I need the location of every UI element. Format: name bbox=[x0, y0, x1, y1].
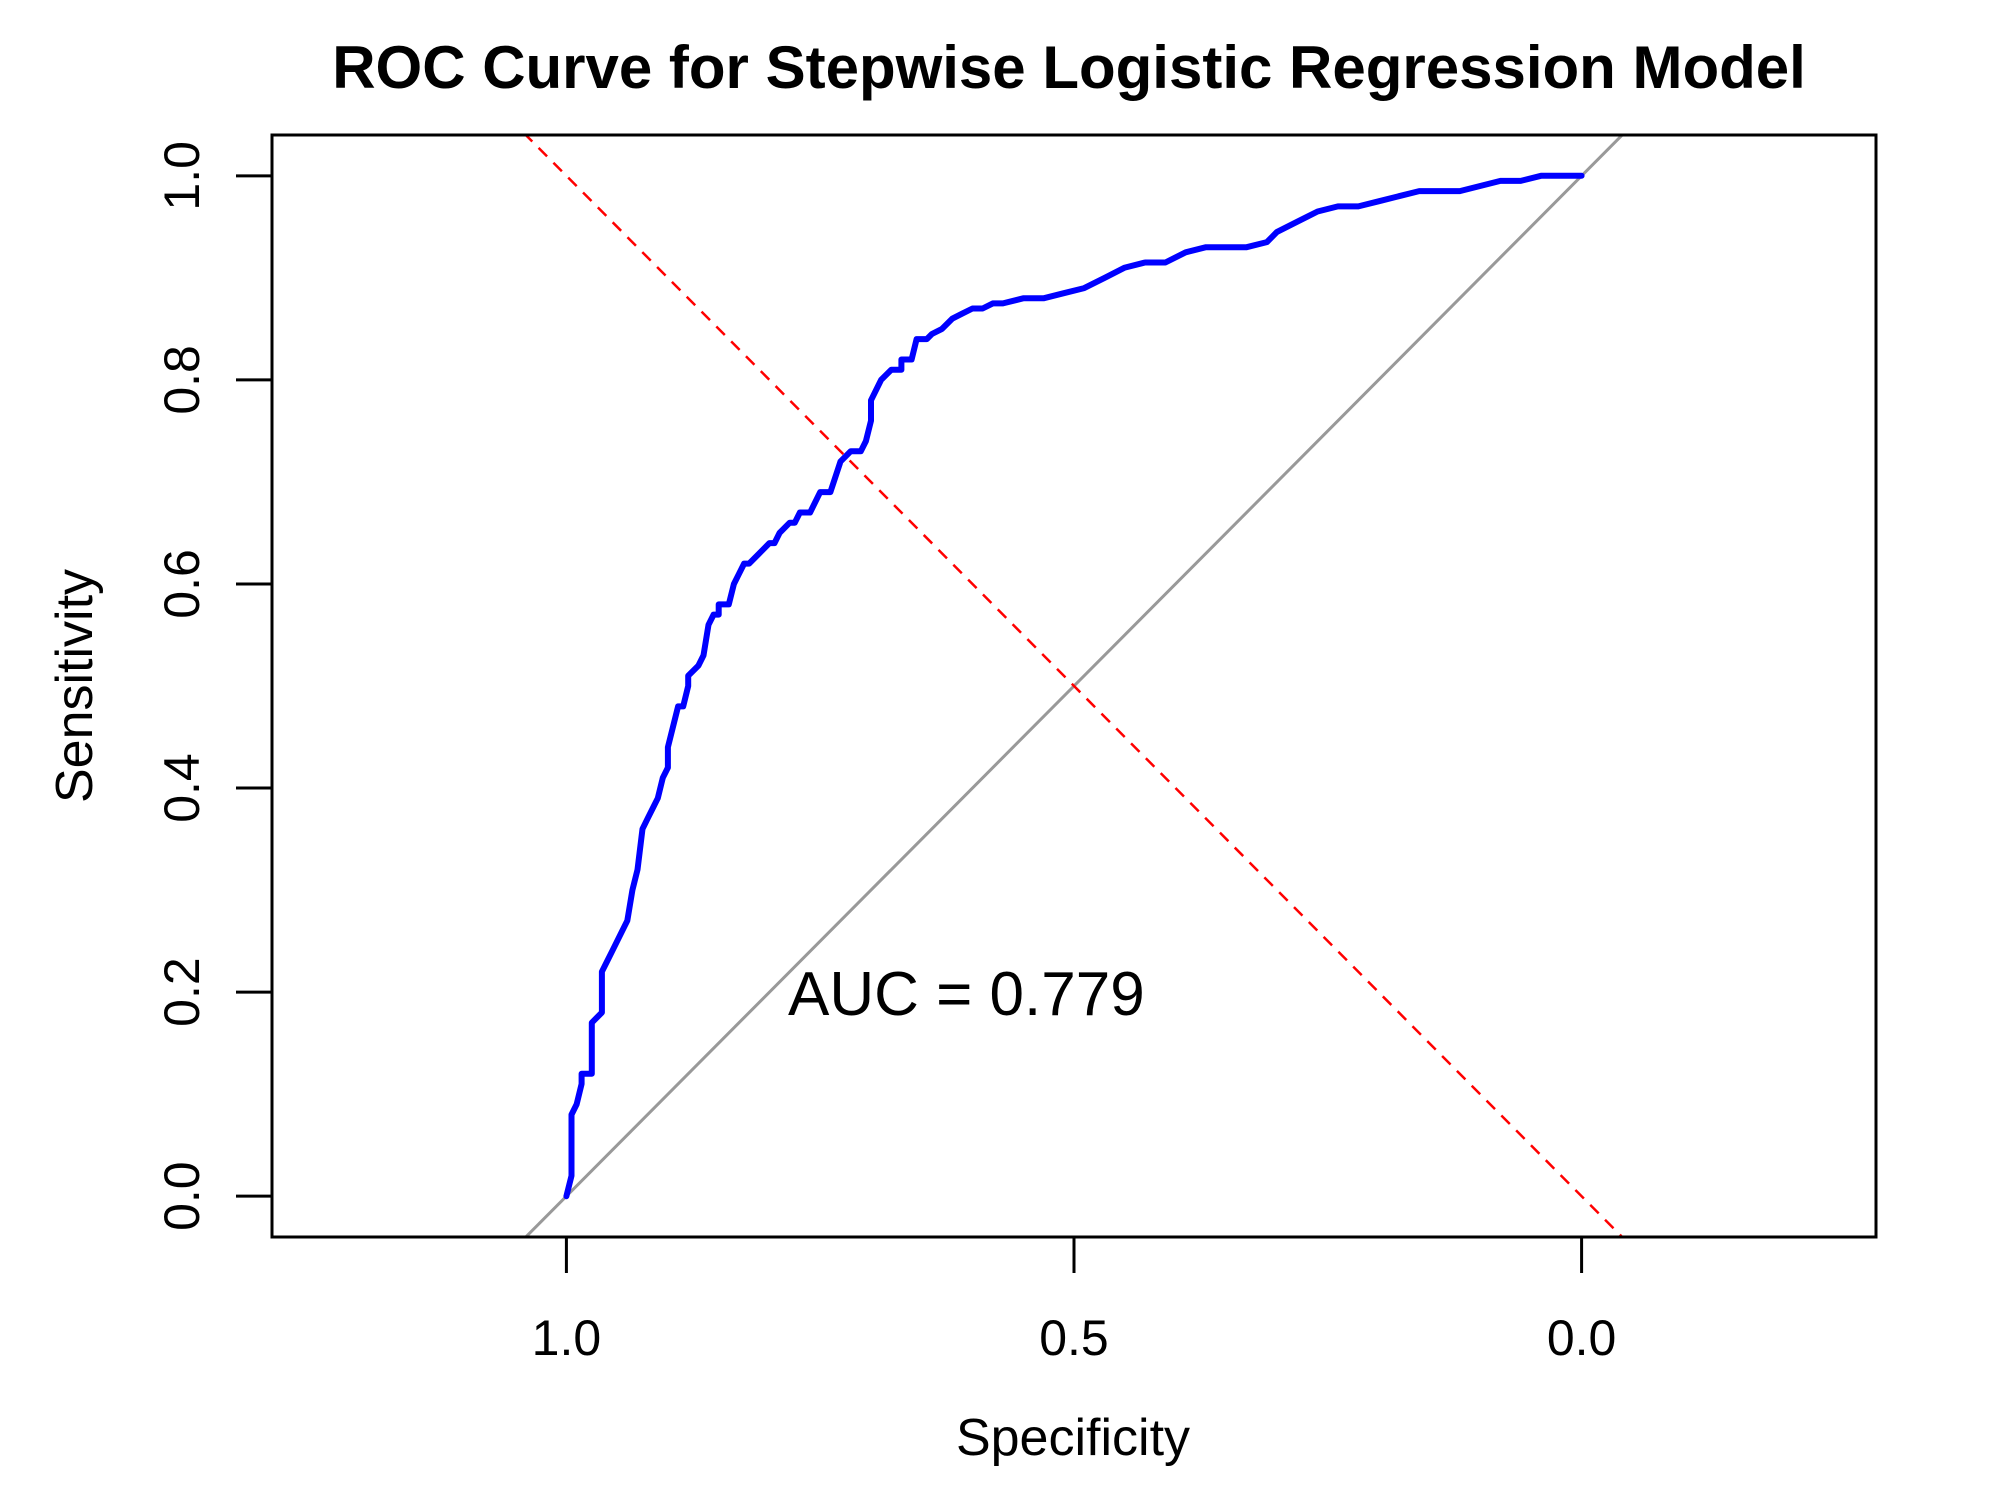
x-tick-label: 1.0 bbox=[532, 1310, 602, 1366]
crossing-dashed-line bbox=[524, 135, 1624, 1237]
chart-title: ROC Curve for Stepwise Logistic Regressi… bbox=[332, 34, 1806, 101]
auc-annotation: AUC = 0.779 bbox=[788, 960, 1145, 1029]
x-tick-label: 0.5 bbox=[1039, 1310, 1109, 1366]
plot-area bbox=[523, 135, 1625, 1237]
y-tick-label: 0.0 bbox=[154, 1161, 210, 1231]
y-tick-label: 1.0 bbox=[154, 141, 210, 211]
chart-title-text: ROC Curve for Stepwise Logistic Regressi… bbox=[332, 34, 1806, 101]
y-tick-label: 0.8 bbox=[154, 345, 210, 415]
y-axis: 0.0 0.2 0.4 0.6 0.8 1.0 bbox=[154, 141, 274, 1231]
x-axis: 1.0 0.5 0.0 bbox=[532, 1235, 1617, 1366]
y-tick-label: 0.4 bbox=[154, 753, 210, 823]
x-tick-label: 0.0 bbox=[1547, 1310, 1617, 1366]
y-axis-label: Sensitivity bbox=[46, 569, 104, 803]
x-axis-label: Specificity bbox=[956, 1409, 1190, 1467]
y-tick-label: 0.6 bbox=[154, 549, 210, 619]
y-tick-label: 0.2 bbox=[154, 957, 210, 1027]
roc-curve-line bbox=[563, 172, 1585, 1200]
